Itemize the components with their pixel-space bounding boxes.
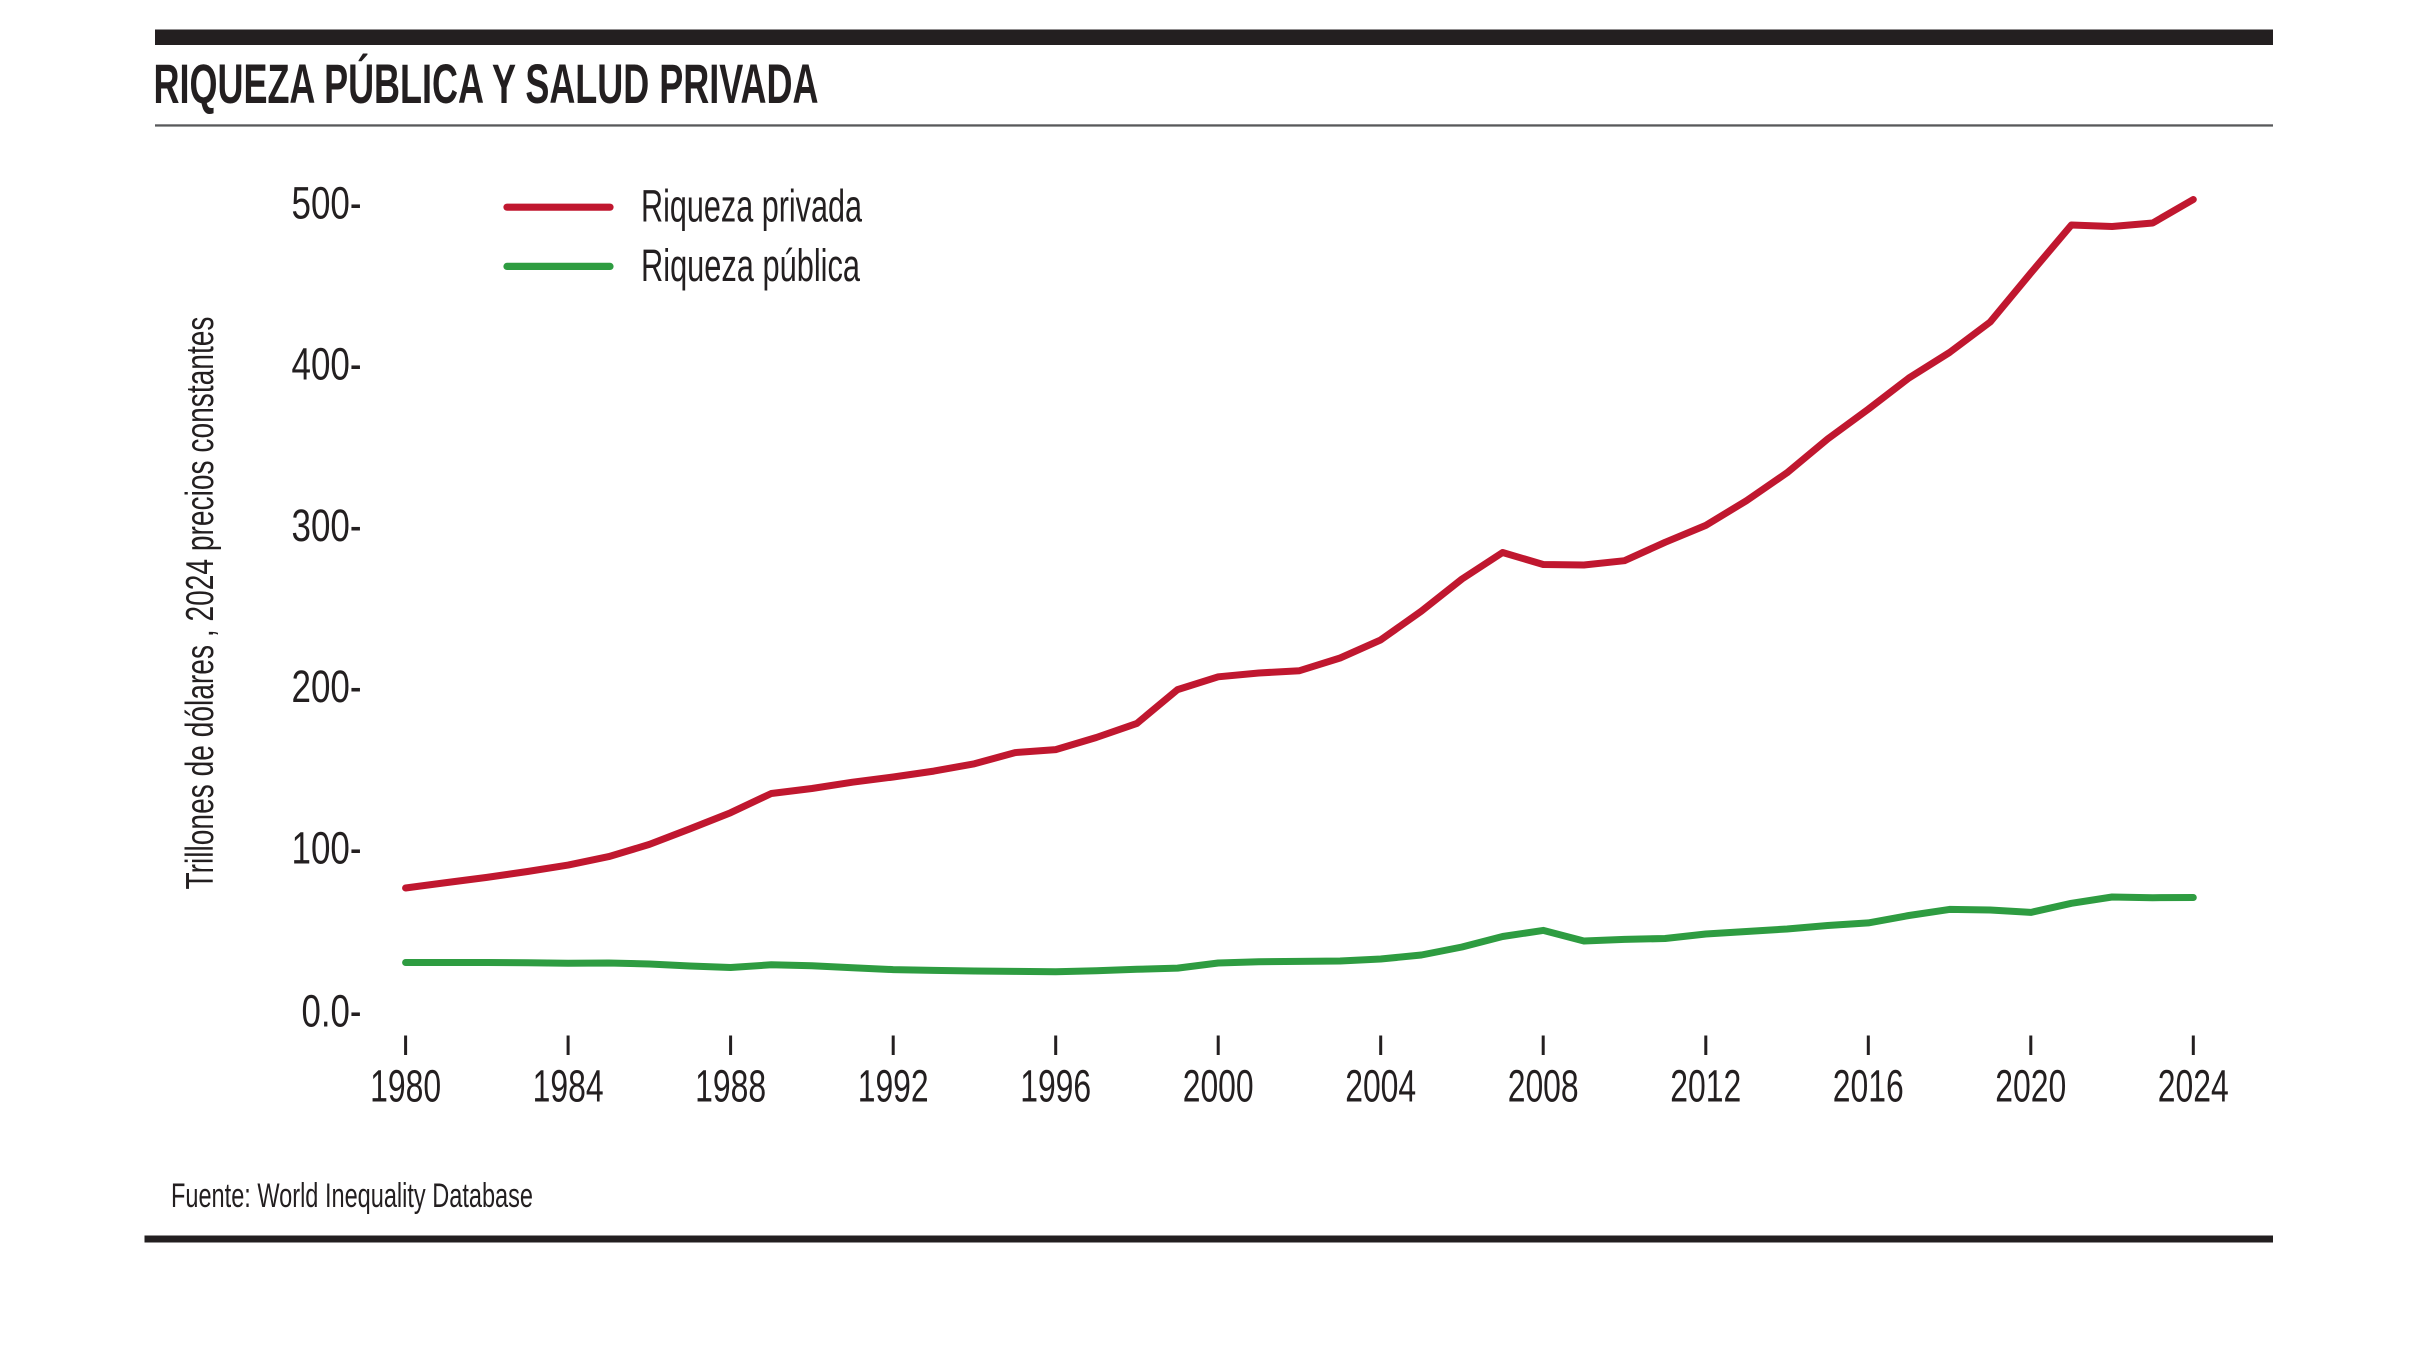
svg-text:2024: 2024	[2158, 1060, 2229, 1111]
svg-text:RIQUEZA PÚBLICA Y SALUD PRIVAD: RIQUEZA PÚBLICA Y SALUD PRIVADA	[154, 53, 819, 115]
svg-text:1984: 1984	[533, 1060, 604, 1111]
svg-text:2020: 2020	[1995, 1060, 2066, 1111]
svg-text:2016: 2016	[1833, 1060, 1904, 1111]
svg-text:0.0-: 0.0-	[302, 985, 362, 1036]
svg-text:2012: 2012	[1670, 1060, 1741, 1111]
svg-text:100-: 100-	[292, 822, 362, 873]
svg-text:1996: 1996	[1020, 1060, 1091, 1111]
svg-text:Riqueza privada: Riqueza privada	[641, 181, 862, 232]
svg-text:200-: 200-	[292, 661, 362, 712]
svg-text:1988: 1988	[695, 1060, 766, 1111]
svg-text:500-: 500-	[292, 178, 362, 229]
svg-text:2008: 2008	[1508, 1060, 1579, 1111]
svg-text:2000: 2000	[1183, 1060, 1254, 1111]
svg-text:1992: 1992	[858, 1060, 929, 1111]
svg-text:400-: 400-	[292, 339, 362, 390]
svg-text:Fuente: World Inequality Datab: Fuente: World Inequality Database	[171, 1177, 533, 1215]
svg-text:Riqueza pública: Riqueza pública	[641, 240, 860, 291]
svg-text:Trillones de dólares , 2024 pr: Trillones de dólares , 2024 precios cons…	[179, 317, 222, 890]
svg-text:2004: 2004	[1345, 1060, 1416, 1111]
svg-text:1980: 1980	[370, 1060, 441, 1111]
svg-text:300-: 300-	[292, 500, 362, 551]
